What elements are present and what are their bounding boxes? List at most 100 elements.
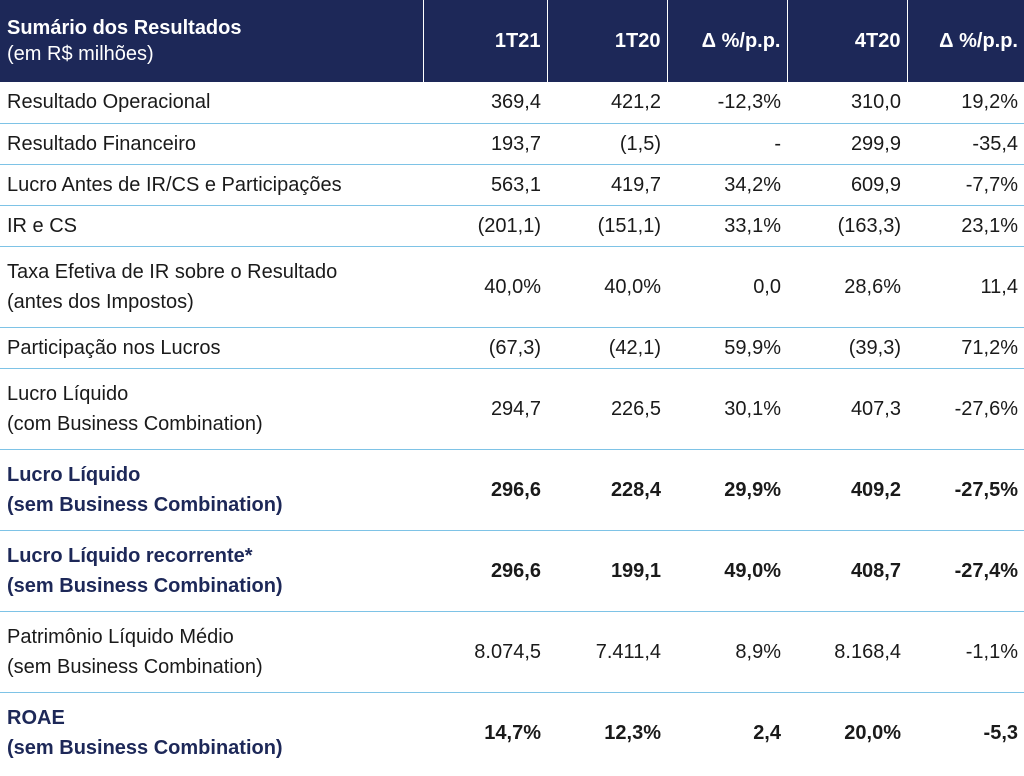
table-row: Lucro Antes de IR/CS e Participações 563,… bbox=[0, 164, 1024, 206]
table-title-cell: Sumário dos Resultados (em R$ milhões) bbox=[0, 0, 424, 82]
row-label: Participação nos Lucros bbox=[0, 327, 423, 369]
row-value: 419,7 bbox=[547, 164, 667, 206]
row-value: -12,3% bbox=[667, 82, 787, 124]
row-value: 0,0 bbox=[667, 246, 787, 328]
row-value: 299,9 bbox=[787, 123, 907, 165]
row-label: Lucro Líquido (com Business Combination) bbox=[0, 368, 423, 450]
row-value: 40,0% bbox=[423, 246, 547, 328]
row-value: 310,0 bbox=[787, 82, 907, 124]
row-value: 71,2% bbox=[907, 327, 1024, 369]
row-value: -27,5% bbox=[907, 449, 1024, 531]
table-row: Resultado Operacional 369,4 421,2 -12,3% 310… bbox=[0, 82, 1024, 124]
table-row: Resultado Financeiro 193,7 (1,5) -299,9 -35,… bbox=[0, 123, 1024, 165]
row-label: ROAE (sem Business Combination) bbox=[0, 692, 423, 773]
row-value: -27,4% bbox=[907, 530, 1024, 612]
row-value: (201,1) bbox=[423, 205, 547, 247]
row-value: 296,6 bbox=[423, 530, 547, 612]
row-label: Lucro Antes de IR/CS e Participações bbox=[0, 164, 423, 206]
table-row: Patrimônio Líquido Médio (sem Business Co… bbox=[0, 611, 1024, 693]
table-subtitle: (em R$ milhões) bbox=[7, 43, 154, 65]
row-value: 14,7% bbox=[484, 721, 541, 744]
row-value: (1,5) bbox=[547, 123, 667, 165]
row-value: 29,9% bbox=[667, 449, 787, 531]
row-label: Resultado Operacional bbox=[0, 82, 423, 124]
row-value: 421,2 bbox=[547, 82, 667, 124]
row-value: (163,3) bbox=[787, 205, 907, 247]
row-value: (39,3) bbox=[787, 327, 907, 369]
row-value: 40,0% bbox=[547, 246, 667, 328]
row-value: 226,5 bbox=[547, 368, 667, 450]
table-row: Lucro Líquido (com Business Combination) 2… bbox=[0, 368, 1024, 450]
row-label-line: (sem Business Combination) bbox=[7, 574, 283, 597]
row-label: Lucro Líquido recorrente* (sem Business C… bbox=[0, 530, 423, 612]
row-value: 7.411,4 bbox=[547, 611, 667, 693]
row-value: 33,1% bbox=[667, 205, 787, 247]
row-label-line: (com Business Combination) bbox=[7, 412, 263, 435]
row-label-line: Lucro Líquido recorrente* bbox=[7, 544, 253, 567]
row-value: (67,3) bbox=[423, 327, 547, 369]
row-value: 296,6 bbox=[423, 449, 547, 531]
row-label: Resultado Financeiro bbox=[0, 123, 423, 165]
row-value: 8.074,5 bbox=[423, 611, 547, 693]
table-row: Taxa Efetiva de IR sobre o Resultado (ant… bbox=[0, 246, 1024, 328]
row-value: 294,7 bbox=[423, 368, 547, 450]
row-value: 34,2% bbox=[667, 164, 787, 206]
row-label-line: ROAE bbox=[7, 706, 65, 729]
column-header-delta-yoy: Δ %/p.p. bbox=[667, 0, 788, 82]
row-label-line: Participação nos Lucros bbox=[7, 336, 221, 359]
row-label-line: Patrimônio Líquido Médio bbox=[7, 625, 234, 648]
row-value: 609,9 bbox=[787, 164, 907, 206]
row-label-line: Lucro Líquido bbox=[7, 382, 129, 405]
row-label: IR e CS bbox=[0, 205, 423, 247]
row-value: 199,1 bbox=[547, 530, 667, 612]
row-value: 2,4 bbox=[753, 721, 781, 744]
row-value: 20,0% bbox=[844, 721, 901, 744]
row-value: (42,1) bbox=[547, 327, 667, 369]
row-label: Lucro Líquido (sem Business Combination) bbox=[0, 449, 423, 531]
table-row: ROAE (sem Business Combination) 14,7% 12,3%… bbox=[0, 692, 1024, 773]
column-header-1t21: 1T21 bbox=[423, 0, 548, 82]
row-value: -35,4 bbox=[907, 123, 1024, 165]
row-value: 59,9% bbox=[667, 327, 787, 369]
table-header-row: Sumário dos Resultados (em R$ milhões) 1… bbox=[0, 0, 1024, 82]
row-label: Patrimônio Líquido Médio (sem Business Co… bbox=[0, 611, 423, 693]
row-value: (151,1) bbox=[547, 205, 667, 247]
row-label-line: (sem Business Combination) bbox=[7, 736, 283, 759]
row-label-line: IR e CS bbox=[7, 214, 78, 237]
row-value: - bbox=[667, 123, 787, 165]
row-label-line: (antes dos Impostos) bbox=[7, 290, 194, 313]
row-value: 563,1 bbox=[423, 164, 547, 206]
row-value: 409,2 bbox=[787, 449, 907, 531]
row-label-line: (sem Business Combination) bbox=[7, 655, 263, 678]
row-value: -5,3 bbox=[983, 721, 1018, 744]
row-value: 369,4 bbox=[423, 82, 547, 124]
row-value: 407,3 bbox=[787, 368, 907, 450]
row-value: -1,1% bbox=[907, 611, 1024, 693]
row-value: 11,4 bbox=[907, 246, 1024, 328]
row-label: Taxa Efetiva de IR sobre o Resultado (ant… bbox=[0, 246, 423, 328]
row-value: 28,6% bbox=[787, 246, 907, 328]
row-value: 8.168,4 bbox=[787, 611, 907, 693]
column-header-1t20: 1T20 bbox=[547, 0, 668, 82]
row-value: 30,1% bbox=[667, 368, 787, 450]
row-value: -7,7% bbox=[907, 164, 1024, 206]
row-label-line: Resultado Operacional bbox=[7, 91, 211, 114]
table-row: IR e CS (201,1) (151,1) 33,1% (163,3) 23,1% bbox=[0, 205, 1024, 247]
table-row: Participação nos Lucros (67,3) (42,1) 59,9%… bbox=[0, 327, 1024, 369]
row-label-line: Resultado Financeiro bbox=[7, 132, 196, 155]
row-label-line: Lucro Antes de IR/CS e Participações bbox=[7, 173, 342, 196]
row-value: 8,9% bbox=[667, 611, 787, 693]
table-row: Lucro Líquido recorrente* (sem Business C… bbox=[0, 530, 1024, 612]
column-header-4t20: 4T20 bbox=[787, 0, 908, 82]
row-value: 12,3% bbox=[604, 721, 661, 744]
row-value: 49,0% bbox=[667, 530, 787, 612]
table-row: Lucro Líquido (sem Business Combination) 2… bbox=[0, 449, 1024, 531]
row-value: -27,6% bbox=[907, 368, 1024, 450]
row-label-line: Lucro Líquido bbox=[7, 463, 141, 486]
row-value: 193,7 bbox=[423, 123, 547, 165]
row-value: 23,1% bbox=[907, 205, 1024, 247]
row-value: 408,7 bbox=[787, 530, 907, 612]
table-body: Resultado Operacional 369,4 421,2 -12,3% 310… bbox=[0, 82, 1024, 773]
row-value: 19,2% bbox=[907, 82, 1024, 124]
